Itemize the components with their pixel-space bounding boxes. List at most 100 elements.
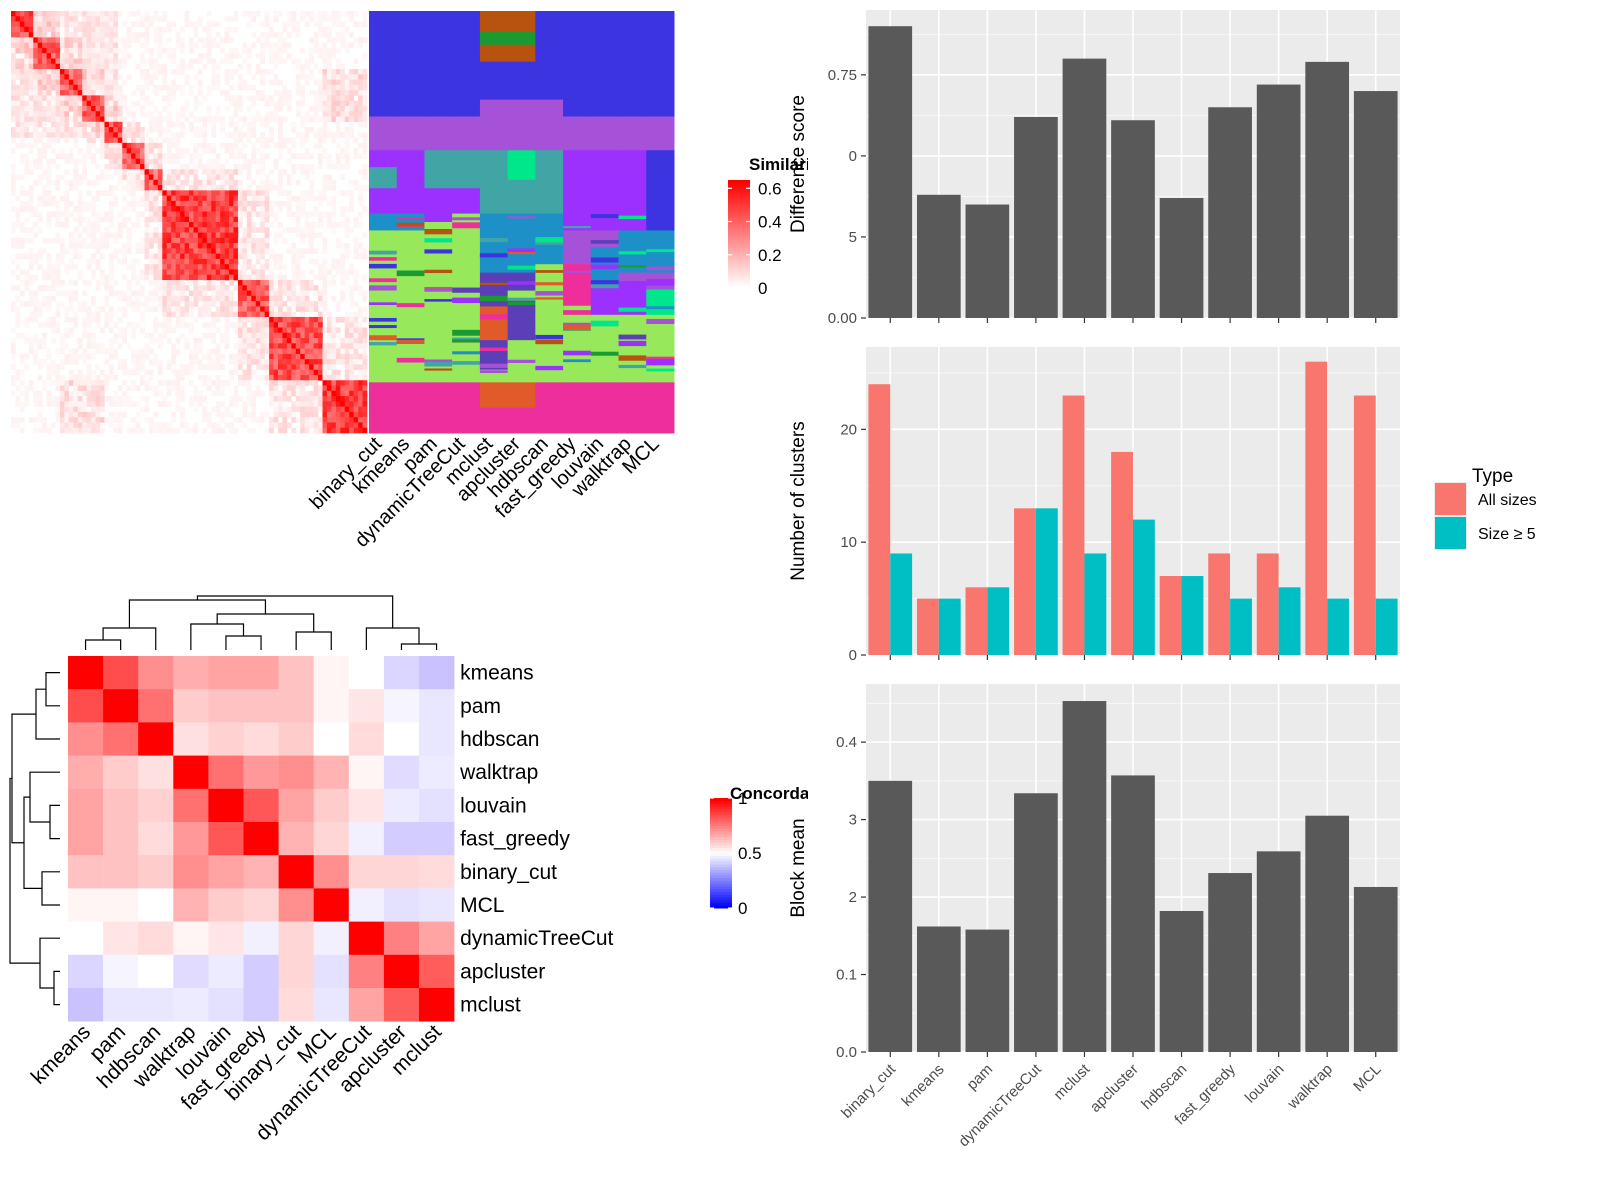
similarity-cell: [135, 158, 141, 165]
similarity-cell: [19, 137, 25, 144]
similarity-cell: [86, 227, 92, 233]
similarity-cell: [140, 237, 145, 244]
similarity-cell: [24, 16, 30, 22]
similarity-cell: [104, 100, 110, 107]
similarity-cell: [77, 206, 83, 212]
similarity-cell: [206, 306, 212, 312]
similarity-cell: [37, 116, 43, 123]
similarity-cell: [353, 332, 359, 339]
similarity-cell: [171, 95, 176, 101]
similarity-cell: [140, 348, 145, 355]
similarity-cell: [95, 343, 101, 349]
similarity-cell: [113, 47, 119, 54]
similarity-cell: [157, 264, 163, 270]
similarity-cell: [180, 58, 185, 65]
similarity-cell: [33, 258, 38, 265]
similarity-cell: [55, 58, 61, 65]
similarity-cell: [184, 169, 190, 175]
similarity-cell: [77, 253, 83, 260]
concordance-legend-swatch: [710, 811, 732, 815]
similarity-cell: [264, 227, 270, 233]
similarity-cell: [197, 237, 203, 244]
similarity-cell: [122, 37, 127, 43]
similarity-cell: [77, 406, 83, 413]
similarity-cell: [157, 127, 163, 133]
similarity-legend-swatch: [728, 271, 750, 275]
similarity-cell: [15, 195, 21, 202]
similarity-cell: [358, 253, 363, 260]
x-tick-label: pam: [964, 1061, 997, 1094]
cluster-stripe: [452, 217, 481, 221]
similarity-cell: [224, 311, 230, 318]
similarity-cell: [242, 348, 248, 355]
similarity-cell: [251, 248, 257, 254]
similarity-cell: [340, 63, 346, 70]
cluster-stripe: [507, 252, 536, 255]
similarity-cell: [95, 417, 101, 423]
similarity-cell: [28, 69, 34, 75]
similarity-cell: [313, 258, 319, 265]
similarity-cell: [135, 411, 141, 418]
similarity-cell: [286, 42, 292, 49]
similarity-cell: [286, 311, 292, 318]
similarity-cell: [233, 11, 239, 17]
concordance-legend-swatch: [710, 817, 732, 821]
similarity-cell: [309, 16, 314, 22]
similarity-cell: [295, 322, 301, 328]
similarity-cell: [91, 406, 96, 413]
similarity-cell: [322, 353, 328, 360]
similarity-cell: [113, 396, 119, 402]
similarity-cell: [73, 47, 79, 54]
similarity-cell: [64, 264, 70, 270]
similarity-cell: [104, 137, 110, 144]
similarity-cell: [171, 311, 176, 318]
similarity-cell: [68, 179, 74, 186]
similarity-cell: [340, 84, 346, 91]
concordance-row-label: binary_cut: [460, 861, 557, 884]
similarity-cell: [86, 100, 92, 107]
similarity-cell: [42, 185, 47, 191]
similarity-cell: [295, 211, 301, 218]
similarity-cell: [237, 179, 243, 186]
concordance-cell: [313, 689, 350, 723]
similarity-cell: [28, 258, 34, 265]
similarity-cell: [260, 411, 265, 418]
similarity-cell: [157, 248, 163, 254]
similarity-cell: [295, 417, 301, 423]
similarity-cell: [326, 348, 332, 355]
similarity-cell: [349, 42, 354, 49]
similarity-cell: [300, 95, 305, 101]
similarity-cell: [24, 338, 30, 344]
similarity-cell: [215, 264, 221, 270]
similarity-cell: [264, 322, 270, 328]
similarity-cell: [300, 190, 305, 196]
cluster-segment: [646, 11, 675, 117]
similarity-cell: [211, 132, 216, 138]
similarity-cell: [73, 311, 79, 318]
similarity-cell: [291, 338, 297, 344]
similarity-cell: [286, 364, 292, 371]
similarity-cell: [113, 11, 119, 17]
similarity-cell: [59, 95, 65, 101]
cluster-stripe: [646, 249, 675, 253]
similarity-cell: [322, 84, 328, 91]
concordance-cell: [243, 855, 279, 889]
similarity-cell: [300, 16, 305, 22]
similarity-cell: [46, 105, 52, 112]
similarity-cell: [220, 427, 225, 434]
similarity-cell: [237, 206, 243, 212]
similarity-cell: [349, 195, 354, 202]
similarity-cell: [42, 195, 47, 202]
similarity-cell: [229, 248, 234, 254]
similarity-cell: [51, 32, 56, 38]
cluster-stripe: [424, 359, 453, 365]
similarity-cell: [215, 174, 221, 181]
similarity-cell: [206, 200, 212, 207]
similarity-cell: [82, 390, 87, 397]
similarity-cell: [108, 58, 114, 65]
similarity-cell: [278, 11, 283, 17]
similarity-cell: [322, 369, 328, 376]
similarity-cell: [300, 353, 305, 360]
similarity-cell: [313, 406, 319, 413]
